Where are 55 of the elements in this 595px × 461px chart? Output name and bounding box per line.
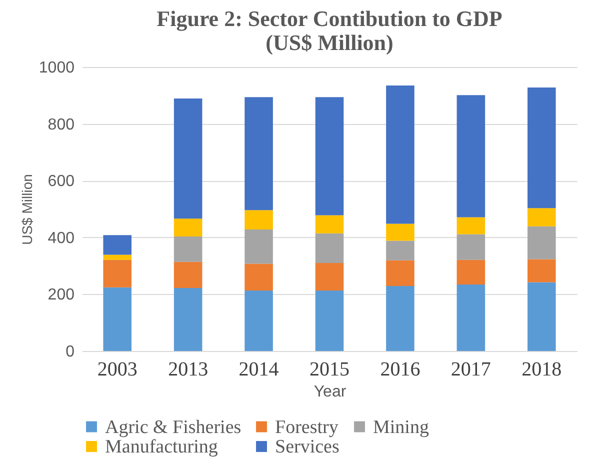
legend-label: Agric & Fisheries — [105, 416, 242, 438]
x-tick-label: 2014 — [238, 358, 279, 380]
bar — [315, 215, 344, 234]
legend-label: Services — [275, 436, 340, 458]
bar — [174, 288, 202, 351]
bar — [528, 259, 556, 282]
legend-label: Mining — [373, 416, 430, 438]
bar — [244, 290, 273, 351]
bar — [244, 229, 273, 264]
y-tick-label: 400 — [48, 230, 75, 247]
bar — [386, 240, 414, 260]
y-tick-label: 800 — [48, 116, 75, 134]
bar — [103, 287, 132, 351]
bar — [456, 234, 486, 260]
x-axis-title: Year — [314, 384, 347, 400]
bar — [174, 218, 202, 237]
y-axis-title: US$ Million — [18, 174, 35, 245]
y-tick-label: 600 — [48, 173, 75, 190]
legend-label: Manufacturing — [105, 436, 218, 458]
bar — [456, 217, 486, 234]
bar — [315, 233, 344, 263]
bar — [456, 260, 486, 285]
bar — [103, 254, 132, 260]
bar — [315, 97, 344, 216]
x-tick-label: 2018 — [522, 358, 562, 380]
bar — [456, 284, 486, 351]
x-tick-label: 2017 — [450, 358, 491, 380]
bar — [528, 87, 556, 208]
x-tick-label: 2016 — [380, 358, 420, 380]
bar — [386, 260, 414, 286]
bar — [528, 226, 556, 260]
bar — [456, 95, 486, 218]
y-tick-label: 1000 — [38, 60, 75, 76]
legend-label: Forestry — [275, 416, 339, 438]
bar — [386, 224, 414, 241]
bar — [528, 282, 556, 351]
bar — [528, 208, 556, 226]
bar — [315, 290, 344, 351]
y-tick-label: 200 — [48, 286, 75, 304]
x-tick-label: 2013 — [168, 358, 208, 380]
bar — [174, 98, 202, 219]
bar — [386, 85, 414, 224]
x-tick-label: 2003 — [97, 358, 138, 380]
bar — [244, 264, 273, 291]
bar — [244, 97, 273, 210]
bar — [103, 235, 132, 255]
bar — [315, 262, 344, 291]
chart-title: Figure 2: Sector Contibution to GDP (US$ Million) — [156, 6, 502, 55]
bar — [174, 236, 202, 262]
bar — [103, 260, 132, 288]
y-tick-label: 0 — [66, 344, 75, 360]
x-tick-label: 2015 — [310, 358, 350, 380]
bar — [174, 262, 202, 288]
bar — [386, 286, 414, 351]
bar — [244, 210, 273, 230]
